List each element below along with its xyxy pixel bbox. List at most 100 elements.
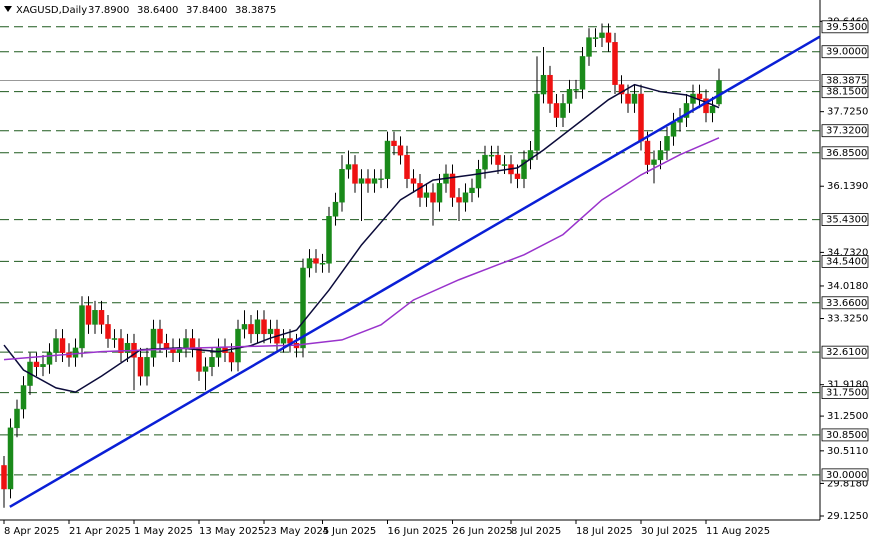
candle-body [105,324,111,339]
candle-body [423,192,430,198]
candle-body [33,361,40,367]
candle-body [475,169,482,189]
x-tick-label: 21 Apr 2025 [69,526,131,537]
level-label-box [821,296,869,310]
candle-body [319,263,326,265]
candle-body [228,352,235,363]
level-label-box [821,146,869,160]
candle-body [215,347,222,358]
candle-body [547,74,553,104]
level-label-box [821,20,869,34]
candle-body [560,103,566,118]
level-label: 37.3200 [826,126,867,137]
candle-body [118,338,124,353]
candle-body [631,93,638,104]
candle-body [235,328,241,363]
y-tick-label: 29.1250 [827,511,868,522]
candle-body [202,366,209,372]
x-tick-label: 1 May 2025 [134,526,193,537]
level-label-box [821,345,869,359]
candle-body [111,338,118,340]
candle-body [339,169,345,203]
level-label: 39.5300 [826,22,867,33]
candle-body [157,328,163,344]
candle-body [352,164,358,184]
candle-body [495,154,501,165]
x-tick-label: 16 Jun 2025 [388,526,448,537]
candle-body [592,37,599,39]
candle-body [183,338,189,349]
candle-body [144,357,150,377]
candle-body [573,89,579,91]
candle-body [644,140,651,165]
candle-body [306,258,313,269]
level-label: 39.0000 [826,47,867,58]
y-tick-label: 34.7320 [827,247,868,258]
y-tick-label: 31.2500 [827,411,868,422]
candle-body [410,178,417,184]
candle-body [488,154,495,157]
candle-body [300,267,306,349]
candle-body [404,154,410,179]
candle-body [371,178,378,184]
candle-body [391,140,397,147]
level-label: 30.8500 [826,430,867,441]
candle-body [696,93,703,99]
candle-body [261,319,267,335]
candle-body [280,338,287,344]
level-label-box [821,255,869,268]
candle-body [1,465,7,490]
candle-body [124,342,131,353]
candle-body [384,140,391,179]
level-label: 35.4300 [826,215,867,226]
candle-body [209,357,215,367]
candle-body [40,364,46,367]
level-label-box [821,45,869,59]
candle-body [46,352,53,365]
candle-body [638,93,644,142]
candle-body [248,324,254,335]
level-label: 38.1500 [826,87,867,98]
menu-icon [4,6,12,12]
candle-body [605,32,612,43]
candle-body [254,319,261,335]
candle-body [72,347,79,358]
candle-body [7,427,14,490]
x-tick-label: 30 Jul 2025 [641,526,698,537]
candle-body [579,56,586,90]
y-tick-label: 34.0180 [827,281,868,292]
candle-body [14,408,20,429]
candle-body [417,183,423,198]
moving-average [3,83,720,393]
ohlc-low: 37.8400 [186,5,227,16]
candle-body [313,258,319,264]
candle-body [358,178,365,184]
candle-body [20,385,27,410]
candle-body [430,192,436,203]
candle-body [92,310,98,325]
candle-body [462,192,469,203]
moving-average [3,137,720,361]
candle-body [163,342,170,349]
x-tick-label: 11 Aug 2025 [706,526,770,537]
level-label-box [821,428,869,442]
ohlc-close: 38.3875 [235,5,276,16]
candle-body [664,136,670,151]
level-label: 31.7500 [826,388,867,399]
y-tick-label: 29.8180 [827,478,868,489]
x-tick-label: 8 Jul 2025 [511,526,561,537]
trendline [9,35,821,508]
candle-body [527,150,534,161]
y-tick-label: 36.1390 [827,181,868,192]
x-tick-label: 18 Jul 2025 [576,526,633,537]
candle-body [586,37,592,57]
ohlc-open: 37.8900 [88,5,129,16]
candle-body [651,159,657,165]
candle-body [482,154,488,170]
candle-body [189,338,196,349]
symbol: XAGUSD,Daily [16,5,87,16]
candle-body [332,201,339,217]
level-label-box [821,468,869,482]
